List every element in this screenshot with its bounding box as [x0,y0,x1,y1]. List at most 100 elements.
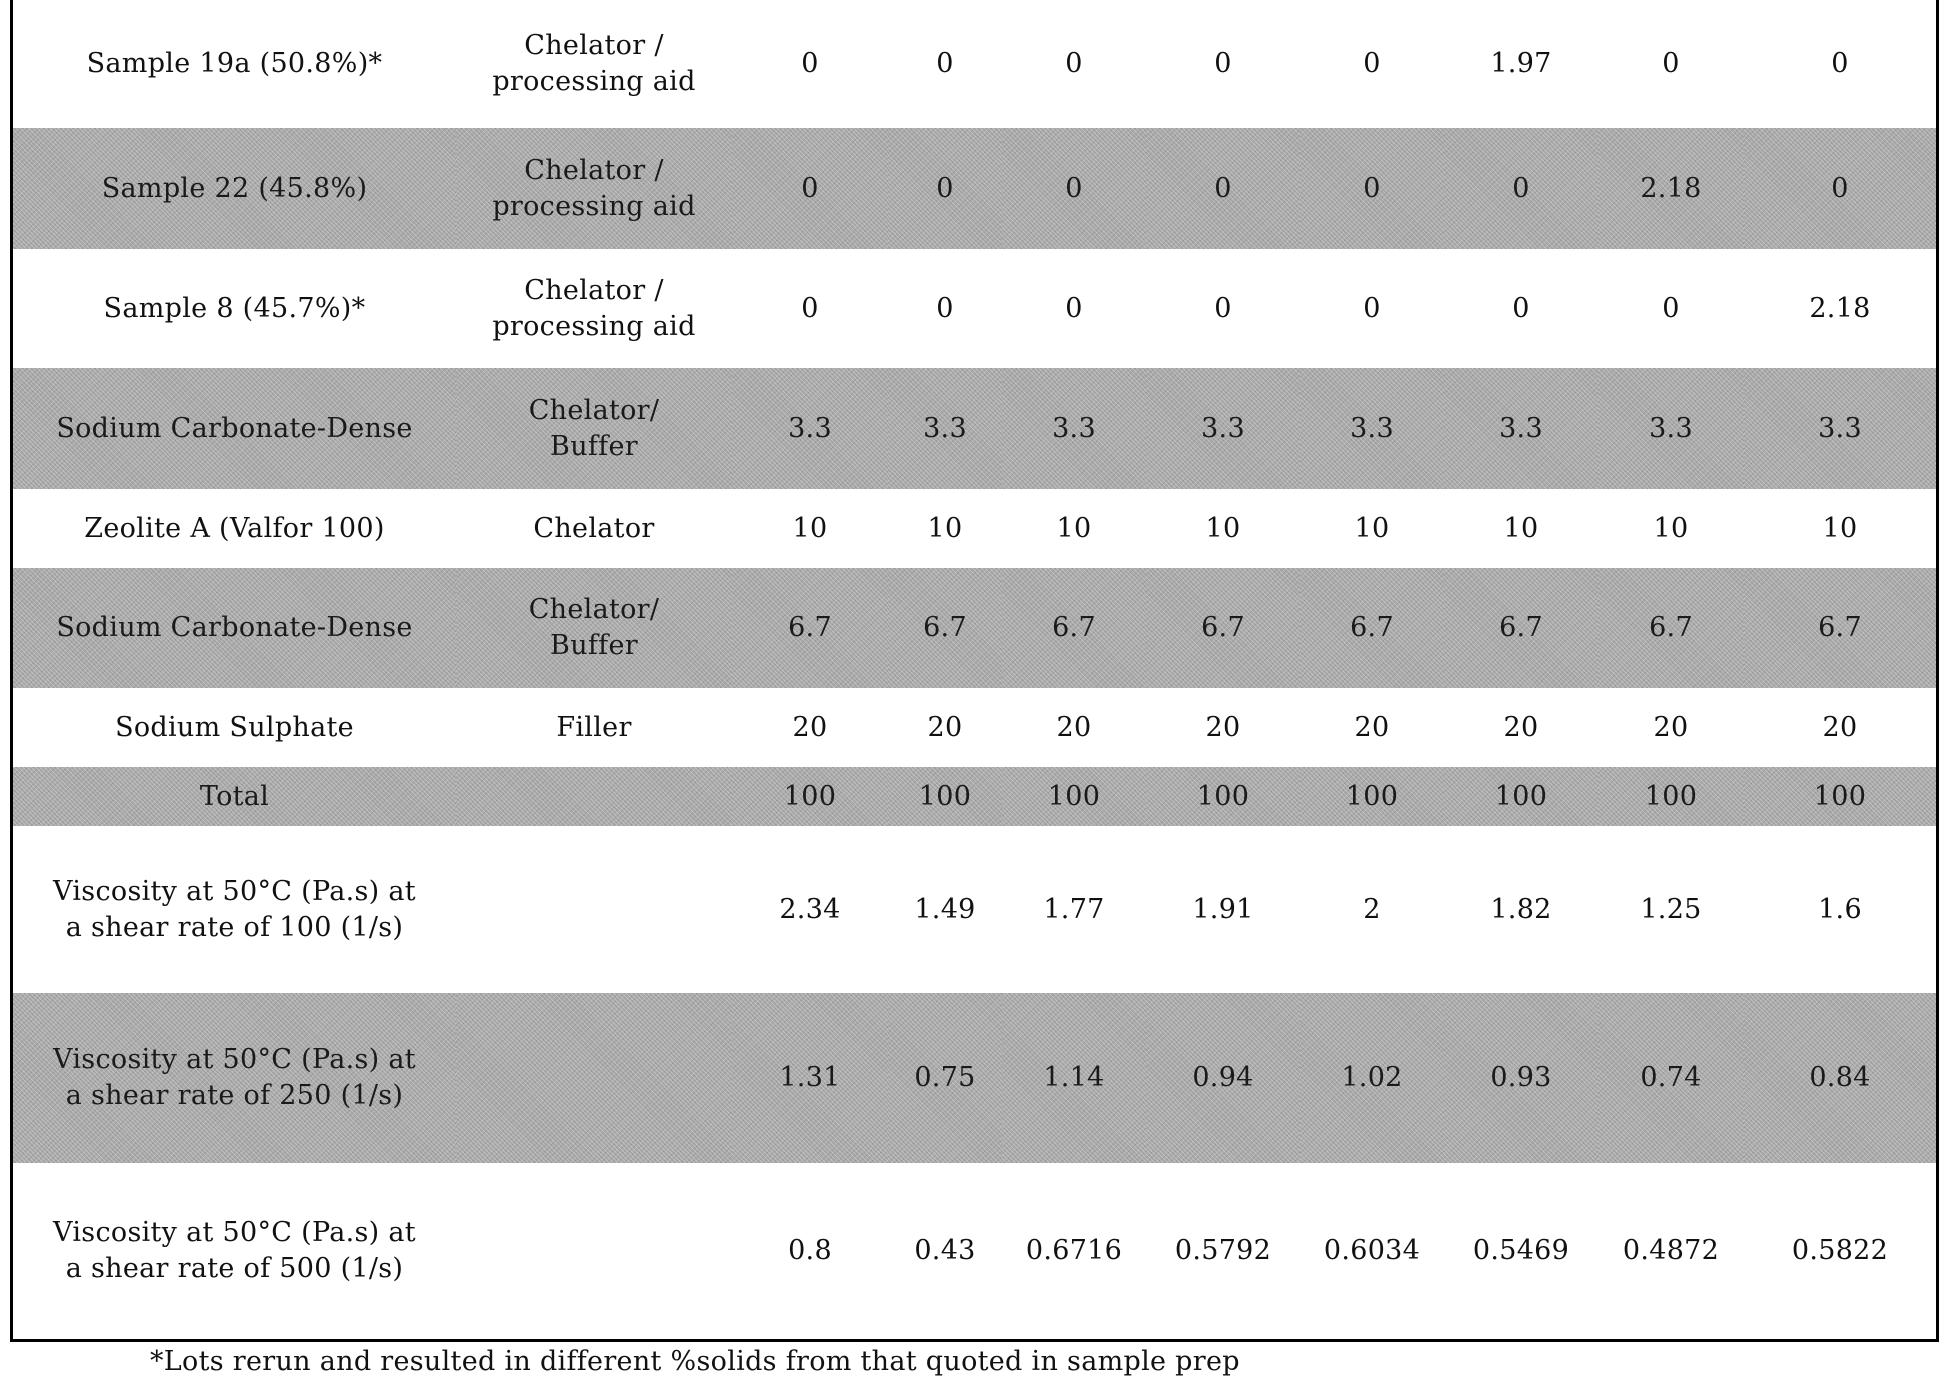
value-cell: 6.7 [1002,568,1146,688]
value-cell: 0.5469 [1444,1163,1598,1339]
value-cell: 100 [1300,767,1444,826]
value-cell: 20 [1744,688,1936,767]
formulation-table-frame: Sample 19a (50.8%)* Chelator / processin… [10,0,1939,1342]
value-cell: 20 [888,688,1002,767]
ingredient-cell: Sodium Carbonate-Dense [13,568,456,688]
value-cell: 100 [1146,767,1300,826]
value-cell: 100 [1744,767,1936,826]
value-cell: 3.3 [888,368,1002,489]
value-cell: 100 [1002,767,1146,826]
value-cell: 10 [1146,489,1300,568]
value-cell: 6.7 [1146,568,1300,688]
value-cell: 1.82 [1444,826,1598,993]
table-row: Sodium Carbonate-Dense Chelator/ Buffer … [13,568,1936,688]
ingredient-cell: Sodium Sulphate [13,688,456,767]
value-cell: 10 [1300,489,1444,568]
value-cell: 0 [732,128,888,249]
ingredient-cell: Sample 22 (45.8%) [13,128,456,249]
value-cell: 20 [1002,688,1146,767]
value-cell: 0 [732,0,888,128]
function-cell: Filler [456,688,732,767]
value-cell: 0.74 [1598,993,1744,1163]
viscosity-label-cell: Viscosity at 50°C (Pa.s) at a shear rate… [13,826,456,993]
ingredient-cell: Sample 8 (45.7%)* [13,249,456,368]
table-row: Viscosity at 50°C (Pa.s) at a shear rate… [13,826,1936,993]
function-cell: Chelator/ Buffer [456,368,732,489]
value-cell: 10 [732,489,888,568]
value-cell: 10 [1002,489,1146,568]
value-cell: 10 [1598,489,1744,568]
value-cell: 0.6716 [1002,1163,1146,1339]
value-cell: 10 [1444,489,1598,568]
function-cell: Chelator / processing aid [456,0,732,128]
table-row: Viscosity at 50°C (Pa.s) at a shear rate… [13,1163,1936,1339]
value-cell: 0 [888,0,1002,128]
value-cell: 2.34 [732,826,888,993]
value-cell: 20 [1598,688,1744,767]
function-cell: Chelator/ Buffer [456,568,732,688]
value-cell: 1.6 [1744,826,1936,993]
value-cell: 20 [1146,688,1300,767]
value-cell: 0 [1002,128,1146,249]
value-cell: 20 [732,688,888,767]
value-cell: 3.3 [732,368,888,489]
value-cell: 3.3 [1744,368,1936,489]
value-cell: 1.02 [1300,993,1444,1163]
value-cell: 2.18 [1598,128,1744,249]
value-cell: 0 [1146,0,1300,128]
value-cell: 0.6034 [1300,1163,1444,1339]
value-cell: 0 [1300,128,1444,249]
ingredient-cell: Zeolite A (Valfor 100) [13,489,456,568]
empty-function-cell [456,1163,732,1339]
table-row: Sodium Sulphate Filler 20 20 20 20 20 20… [13,688,1936,767]
value-cell: 3.3 [1598,368,1744,489]
table-row: Total 100 100 100 100 100 100 100 100 [13,767,1936,826]
ingredient-cell: Sample 19a (50.8%)* [13,0,456,128]
value-cell: 0.8 [732,1163,888,1339]
table-row: Sample 19a (50.8%)* Chelator / processin… [13,0,1936,128]
value-cell: 2 [1300,826,1444,993]
value-cell: 100 [1598,767,1744,826]
table-row: Zeolite A (Valfor 100) Chelator 10 10 10… [13,489,1936,568]
value-cell: 10 [1744,489,1936,568]
viscosity-label-cell: Viscosity at 50°C (Pa.s) at a shear rate… [13,1163,456,1339]
value-cell: 6.7 [1744,568,1936,688]
value-cell: 1.49 [888,826,1002,993]
value-cell: 1.25 [1598,826,1744,993]
value-cell: 0 [1598,0,1744,128]
value-cell: 6.7 [888,568,1002,688]
value-cell: 1.97 [1444,0,1598,128]
table-row: Sample 22 (45.8%) Chelator / processing … [13,128,1936,249]
formulation-table: Sample 19a (50.8%)* Chelator / processin… [13,0,1936,1339]
value-cell: 0 [1444,128,1598,249]
value-cell: 0 [1146,128,1300,249]
empty-function-cell [456,767,732,826]
value-cell: 0 [1744,0,1936,128]
value-cell: 0.94 [1146,993,1300,1163]
value-cell: 0 [1146,249,1300,368]
value-cell: 20 [1300,688,1444,767]
value-cell: 20 [1444,688,1598,767]
value-cell: 3.3 [1146,368,1300,489]
value-cell: 0.84 [1744,993,1936,1163]
value-cell: 3.3 [1300,368,1444,489]
value-cell: 100 [1444,767,1598,826]
value-cell: 0 [1444,249,1598,368]
value-cell: 0 [1002,0,1146,128]
table-row: Viscosity at 50°C (Pa.s) at a shear rate… [13,993,1936,1163]
value-cell: 1.77 [1002,826,1146,993]
value-cell: 0 [888,128,1002,249]
value-cell: 10 [888,489,1002,568]
function-cell: Chelator / processing aid [456,249,732,368]
value-cell: 0 [1002,249,1146,368]
value-cell: 0 [1300,0,1444,128]
value-cell: 0.75 [888,993,1002,1163]
empty-function-cell [456,993,732,1163]
value-cell: 3.3 [1444,368,1598,489]
value-cell: 0.5792 [1146,1163,1300,1339]
viscosity-label-cell: Viscosity at 50°C (Pa.s) at a shear rate… [13,993,456,1163]
value-cell: 1.31 [732,993,888,1163]
value-cell: 1.91 [1146,826,1300,993]
value-cell: 6.7 [732,568,888,688]
value-cell: 0 [1598,249,1744,368]
